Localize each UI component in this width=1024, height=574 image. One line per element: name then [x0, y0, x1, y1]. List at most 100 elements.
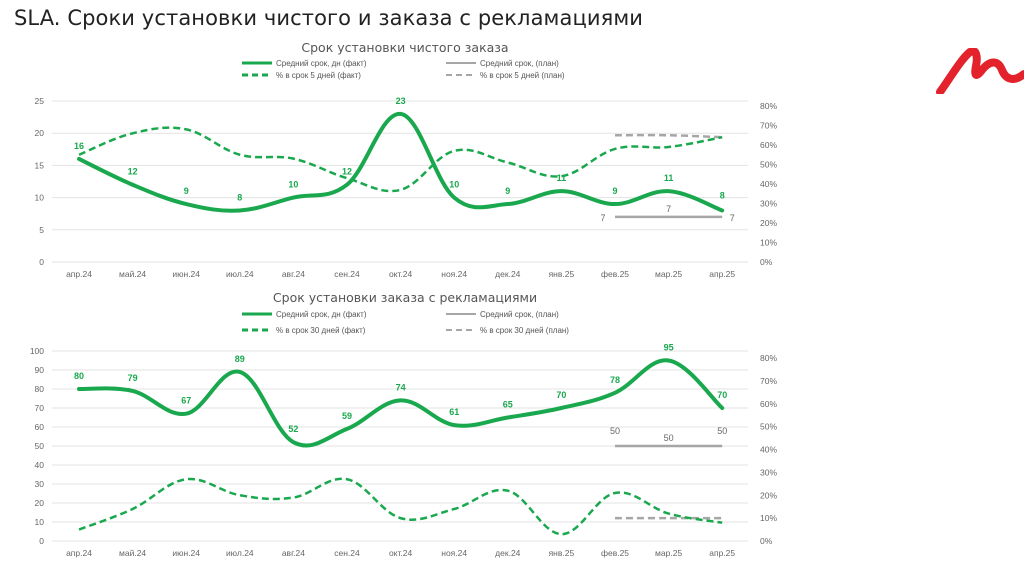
data-label-avg-fact: 78 — [610, 375, 620, 385]
y-left-tick: 80 — [35, 384, 45, 394]
y-right-tick: 0% — [760, 257, 773, 267]
y-right-tick: 40% — [760, 445, 777, 455]
data-label-avg-fact: 89 — [235, 354, 245, 364]
x-tick: дек.24 — [495, 269, 520, 279]
data-label-avg-fact: 10 — [449, 180, 459, 190]
y-right-tick: 20% — [760, 218, 777, 228]
y-right-tick: 60% — [760, 399, 777, 409]
page-title: SLA. Сроки установки чистого и заказа с … — [14, 6, 644, 30]
data-label-avg-fact: 9 — [505, 186, 510, 196]
y-left-tick: 0 — [39, 257, 44, 267]
x-tick: июн.24 — [172, 548, 200, 558]
y-right-tick: 50% — [760, 160, 777, 170]
data-label-avg-fact: 59 — [342, 411, 352, 421]
data-label-avg-plan: 50 — [664, 433, 674, 443]
legend-label-3: % в срок 30 дней (план) — [480, 326, 569, 335]
legend-label-1: Средний срок, (план) — [480, 310, 559, 319]
y-left-tick: 10 — [35, 517, 45, 527]
x-tick: фев.25 — [601, 269, 629, 279]
x-tick: май.24 — [119, 269, 146, 279]
y-right-tick: 0% — [760, 536, 773, 546]
y-right-tick: 10% — [760, 513, 777, 523]
x-tick: июл.24 — [226, 269, 254, 279]
x-tick: май.24 — [119, 548, 146, 558]
data-label-avg-fact: 8 — [720, 190, 725, 200]
y-left-tick: 90 — [35, 365, 45, 375]
y-left-tick: 50 — [35, 441, 45, 451]
data-label-avg-fact: 11 — [557, 173, 567, 183]
data-label-avg-fact: 16 — [74, 141, 84, 151]
brand-logo-icon — [936, 48, 1024, 94]
data-label-avg-plan: 50 — [610, 426, 620, 436]
data-label-avg-fact: 11 — [664, 173, 674, 183]
chart-clean-order-installation: Срок установки чистого заказа Средний сро… — [35, 40, 778, 279]
y-right-tick: 20% — [760, 490, 777, 500]
x-tick: апр.24 — [66, 269, 92, 279]
y-right-tick: 50% — [760, 422, 777, 432]
data-label-avg-plan: 7 — [730, 213, 735, 223]
x-tick: мар.25 — [655, 548, 682, 558]
series-pct-fact — [78, 126, 723, 193]
y-right-tick: 10% — [760, 238, 777, 248]
y-left-tick: 0 — [39, 536, 44, 546]
x-tick: янв.25 — [549, 269, 575, 279]
data-label-avg-plan: 7 — [600, 213, 605, 223]
x-tick: апр.25 — [709, 548, 735, 558]
x-tick: мар.25 — [655, 269, 682, 279]
y-right-tick: 80% — [760, 353, 777, 363]
legend-label-1: Средний срок, (план) — [480, 59, 559, 68]
y-left-tick: 40 — [35, 460, 45, 470]
x-tick: авг.24 — [282, 548, 305, 558]
y-left-tick: 100 — [30, 346, 44, 356]
data-label-avg-fact: 67 — [181, 396, 191, 406]
x-tick: окт.24 — [389, 548, 413, 558]
y-right-tick: 70% — [760, 376, 777, 386]
data-label-avg-fact: 70 — [717, 390, 727, 400]
x-tick: янв.25 — [549, 548, 575, 558]
chart-complaint-order-installation: Срок установки заказа с рекламациями Сред… — [30, 290, 778, 558]
y-right-tick: 70% — [760, 121, 777, 131]
y-left-tick: 10 — [35, 193, 45, 203]
x-tick: апр.24 — [66, 548, 92, 558]
x-tick: окт.24 — [389, 269, 413, 279]
y-right-tick: 60% — [760, 140, 777, 150]
data-label-avg-fact: 9 — [184, 186, 189, 196]
data-label-avg-fact: 80 — [74, 371, 84, 381]
y-left-tick: 20 — [35, 498, 45, 508]
legend-label-0: Средний срок, дн (факт) — [276, 310, 367, 319]
data-label-avg-fact: 74 — [396, 382, 406, 392]
series-pct-fact — [78, 477, 723, 536]
series-pct-plan — [614, 133, 723, 139]
x-tick: апр.25 — [709, 269, 735, 279]
data-label-avg-fact: 52 — [288, 424, 298, 434]
y-right-tick: 30% — [760, 467, 777, 477]
y-left-tick: 25 — [35, 96, 45, 106]
y-right-tick: 30% — [760, 199, 777, 209]
x-tick: дек.24 — [495, 548, 520, 558]
x-tick: сен.24 — [334, 548, 360, 558]
legend-label-2: % в срок 30 дней (факт) — [276, 326, 366, 335]
y-left-tick: 70 — [35, 403, 45, 413]
data-label-avg-fact: 70 — [556, 390, 566, 400]
y-left-tick: 5 — [39, 225, 44, 235]
x-tick: фев.25 — [601, 548, 629, 558]
legend-label-0: Средний срок, дн (факт) — [276, 59, 367, 68]
y-right-tick: 40% — [760, 179, 777, 189]
data-label-avg-fact: 10 — [288, 180, 298, 190]
chart-title: Срок установки чистого заказа — [301, 40, 508, 55]
y-left-tick: 20 — [35, 128, 45, 138]
data-label-avg-plan: 50 — [717, 426, 727, 436]
data-label-avg-fact: 8 — [237, 192, 242, 202]
x-tick: июл.24 — [226, 548, 254, 558]
data-label-avg-fact: 79 — [128, 373, 138, 383]
data-label-avg-fact: 65 — [503, 400, 513, 410]
y-left-tick: 15 — [35, 160, 45, 170]
data-label-avg-fact: 61 — [449, 407, 459, 417]
data-label-avg-plan: 7 — [666, 204, 671, 214]
legend-label-3: % в срок 5 дней (план) — [480, 71, 565, 80]
data-label-avg-fact: 95 — [664, 343, 674, 353]
data-label-avg-fact: 9 — [612, 186, 617, 196]
y-left-tick: 60 — [35, 422, 45, 432]
data-label-avg-fact: 12 — [342, 167, 352, 177]
y-left-tick: 30 — [35, 479, 45, 489]
